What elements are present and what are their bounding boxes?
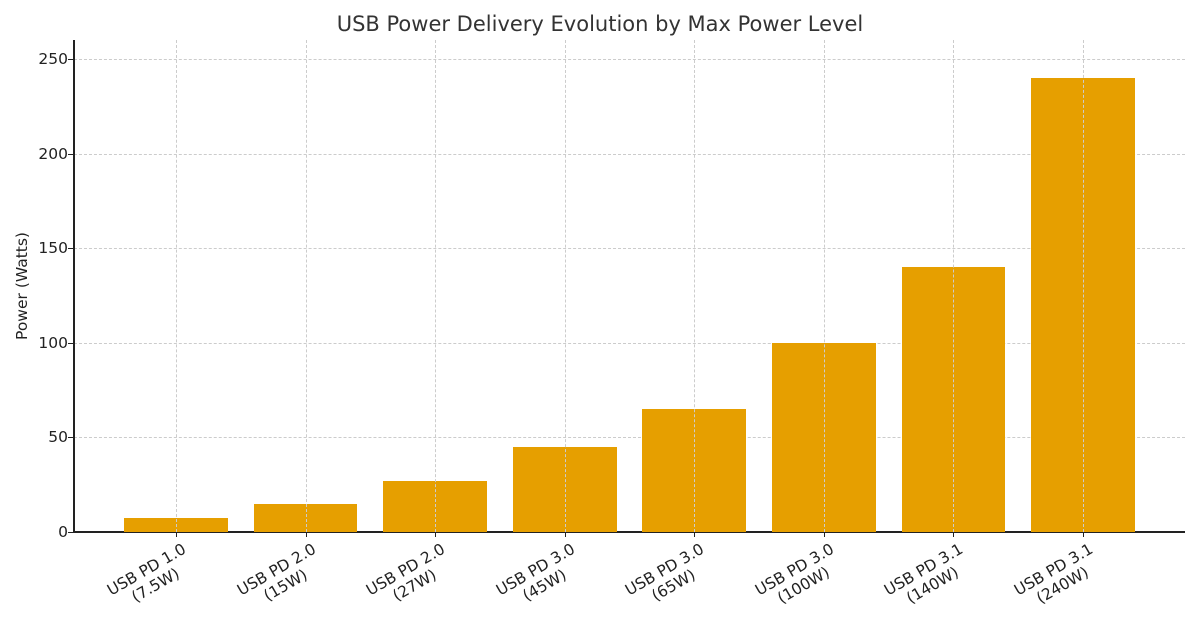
horizontal-gridline: [74, 58, 1185, 60]
y-tick-mark: [68, 437, 73, 439]
x-tick-label: USB PD 3.0 (65W): [622, 540, 716, 615]
y-tick-label: 50: [48, 428, 68, 447]
x-tick-mark: [564, 532, 566, 537]
vertical-gridline: [176, 40, 177, 532]
vertical-gridline: [1083, 40, 1084, 532]
y-axis-line: [73, 40, 75, 533]
y-tick-label: 0: [58, 523, 68, 541]
chart-title: USB Power Delivery Evolution by Max Powe…: [336, 12, 864, 36]
y-tick-mark: [68, 58, 73, 60]
bar: [1031, 77, 1135, 532]
y-tick-mark: [68, 532, 73, 533]
x-tick-label: USB PD 3.1 (140W): [882, 540, 976, 615]
y-tick-label: 250: [38, 49, 68, 68]
y-tick-mark: [68, 342, 73, 344]
x-tick-label: USB PD 2.0 (27W): [363, 540, 457, 615]
y-tick-mark: [68, 153, 73, 155]
x-tick-label: USB PD 3.0 (100W): [752, 540, 846, 615]
horizontal-gridline: [74, 153, 1185, 155]
horizontal-gridline: [74, 437, 1185, 439]
y-tick-label: 150: [38, 239, 68, 258]
horizontal-gridline: [74, 248, 1185, 250]
x-tick-mark: [694, 532, 696, 537]
horizontal-gridline: [74, 342, 1185, 344]
vertical-gridline: [694, 40, 696, 532]
x-tick-mark: [305, 532, 307, 537]
vertical-gridline: [953, 40, 955, 532]
x-tick-label: USB PD 3.0 (45W): [493, 540, 587, 615]
x-tick-mark: [435, 532, 437, 537]
x-axis-line: [73, 531, 1185, 533]
y-tick-label: 200: [38, 144, 68, 163]
x-tick-mark: [823, 532, 825, 537]
y-tick-label: 100: [38, 333, 68, 352]
vertical-gridline: [564, 40, 566, 532]
x-tick-label: USB PD 3.1 (240W): [1011, 540, 1105, 615]
x-tick-mark: [1083, 532, 1084, 537]
bar: [124, 517, 228, 532]
x-tick-mark: [176, 532, 177, 537]
y-axis-label: Power (Watts): [13, 232, 31, 340]
y-tick-mark: [68, 248, 73, 250]
vertical-gridline: [435, 40, 437, 532]
vertical-gridline: [823, 40, 825, 532]
x-tick-label: USB PD 2.0 (15W): [234, 540, 328, 615]
x-tick-mark: [953, 532, 955, 537]
x-tick-label: USB PD 1.0 (7.5W): [104, 540, 198, 615]
plot-area: [74, 40, 1185, 532]
vertical-gridline: [305, 40, 307, 532]
